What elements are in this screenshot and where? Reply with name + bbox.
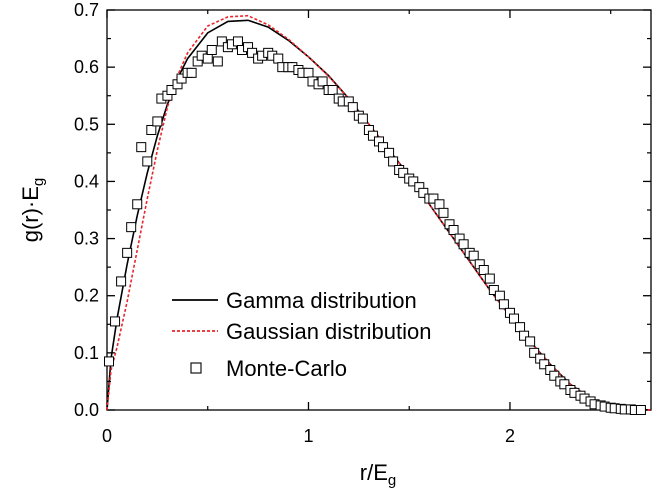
monte-carlo-marker	[317, 76, 328, 87]
monte-carlo-marker	[116, 276, 127, 287]
monte-carlo-marker	[110, 316, 121, 327]
legend-label-gaussian-distribution: Gaussian distribution	[226, 319, 431, 344]
monte-carlo-marker	[166, 85, 177, 95]
monte-carlo-marker	[549, 370, 560, 381]
y-tick-label: 0.0	[74, 400, 99, 420]
monte-carlo-marker	[232, 36, 243, 47]
monte-carlo-marker	[347, 102, 358, 113]
legend-swatch-monte-carlo	[190, 362, 202, 374]
monte-carlo-marker	[142, 156, 153, 167]
monte-carlo-marker	[529, 347, 540, 358]
monte-carlo-marker	[488, 285, 499, 295]
monte-carlo-marker	[303, 67, 314, 78]
monte-carlo-marker	[635, 405, 646, 415]
x-axis-label: r/Eg	[360, 460, 396, 489]
monte-carlo-marker	[398, 167, 409, 178]
monte-carlo-marker	[136, 142, 147, 153]
monte-carlo-marker	[216, 36, 227, 47]
monte-carlo-marker	[539, 359, 550, 370]
monte-carlo-marker	[384, 147, 395, 158]
monte-carlo-marker	[388, 156, 399, 167]
monte-carlo-marker	[508, 313, 519, 324]
monte-carlo-marker	[273, 53, 284, 64]
monte-carlo-marker	[494, 290, 505, 301]
monte-carlo-marker	[448, 225, 459, 235]
x-axis-label-sub: g	[388, 472, 396, 489]
monte-carlo-marker	[498, 299, 509, 310]
monte-carlo-marker	[186, 67, 197, 78]
x-tick-label: 0	[102, 426, 112, 446]
monte-carlo-marker	[519, 330, 530, 341]
y-tick-label: 0.4	[74, 171, 99, 191]
monte-carlo-marker	[428, 193, 439, 204]
y-tick-label: 0.7	[74, 0, 99, 20]
monte-carlo-marker	[206, 45, 217, 55]
monte-carlo-marker	[525, 336, 536, 347]
monte-carlo-marker	[458, 239, 469, 250]
y-axis-label-base: g(r)·E	[18, 186, 43, 242]
monte-carlo-marker	[357, 113, 368, 124]
monte-carlo-markers	[104, 36, 646, 415]
monte-carlo-marker	[434, 199, 445, 210]
monte-carlo-marker	[559, 379, 570, 390]
y-axis-label-sub: g	[30, 178, 47, 186]
monte-carlo-marker	[515, 322, 526, 333]
monte-carlo-marker	[152, 116, 163, 127]
legend: Gamma distribution Gaussian distribution M…	[172, 288, 431, 381]
monte-carlo-marker	[212, 56, 223, 67]
monte-carlo-marker	[367, 130, 378, 141]
x-tick-label: 2	[505, 426, 515, 446]
monte-carlo-marker	[378, 142, 389, 153]
y-axis-label: g(r)·Eg	[18, 178, 47, 243]
gamma-distribution-line	[106, 19, 652, 411]
monte-carlo-marker	[247, 47, 258, 58]
monte-carlo-marker	[327, 85, 338, 95]
monte-carlo-marker	[132, 199, 143, 210]
monte-carlo-marker	[408, 176, 419, 187]
monte-carlo-marker	[202, 53, 213, 64]
x-tick-label: 1	[303, 426, 313, 446]
legend-label-gamma-distribution: Gamma distribution	[226, 288, 417, 313]
x-axis-label-base: r/E	[360, 460, 388, 485]
monte-carlo-marker	[104, 356, 115, 367]
monte-carlo-marker	[478, 265, 489, 275]
y-tick-label: 0.3	[74, 229, 99, 249]
monte-carlo-marker	[418, 187, 429, 198]
y-tick-label: 0.1	[74, 343, 99, 363]
monte-carlo-marker	[484, 273, 495, 284]
legend-label-monte-carlo: Monte-Carlo	[226, 356, 347, 381]
y-tick-label: 0.6	[74, 57, 99, 77]
y-tick-label: 0.5	[74, 114, 99, 134]
monte-carlo-marker	[468, 250, 479, 261]
monte-carlo-marker	[438, 207, 449, 218]
monte-carlo-marker	[122, 247, 133, 258]
monte-carlo-marker	[146, 125, 157, 135]
y-tick-label: 0.2	[74, 286, 99, 306]
monte-carlo-marker	[176, 73, 187, 84]
monte-carlo-marker	[126, 222, 137, 233]
gaussian-distribution-line	[106, 14, 652, 411]
